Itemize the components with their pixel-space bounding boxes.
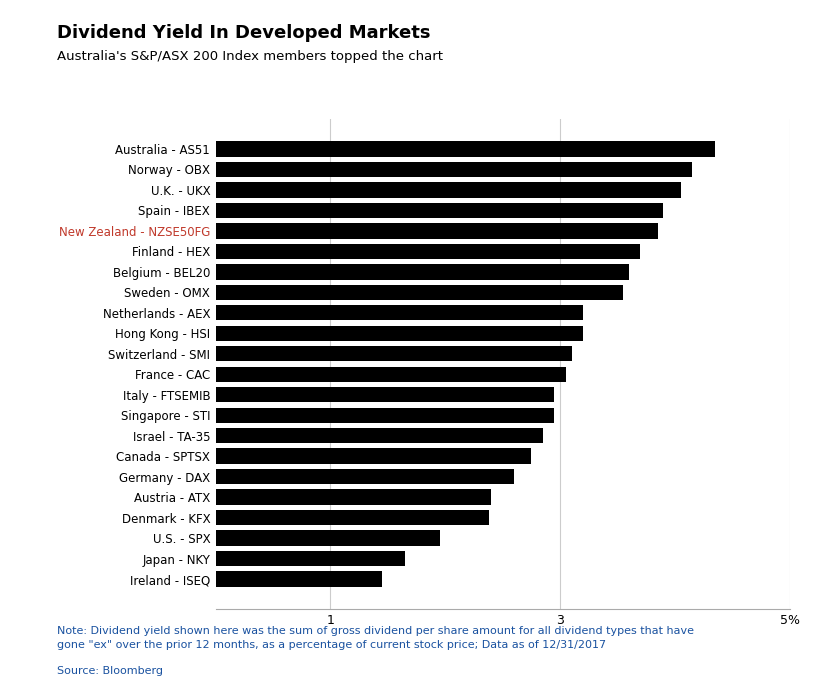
Bar <box>216 449 532 464</box>
Bar <box>216 264 629 279</box>
Bar <box>216 531 440 546</box>
Text: Dividend Yield In Developed Markets: Dividend Yield In Developed Markets <box>57 25 431 43</box>
Bar <box>216 346 571 361</box>
Text: Australia's S&P/ASX 200 Index members topped the chart: Australia's S&P/ASX 200 Index members to… <box>57 50 443 64</box>
Bar <box>216 162 692 177</box>
Bar <box>216 182 681 197</box>
Bar <box>216 326 583 341</box>
Bar <box>216 305 583 321</box>
Bar <box>216 489 491 505</box>
Bar <box>216 407 554 423</box>
Bar <box>216 223 658 239</box>
Bar <box>216 510 489 525</box>
Text: Note: Dividend yield shown here was the sum of gross dividend per share amount f: Note: Dividend yield shown here was the … <box>57 626 694 650</box>
Bar <box>216 551 405 566</box>
Bar <box>216 203 663 218</box>
Bar <box>216 469 514 484</box>
Bar <box>216 571 382 587</box>
Text: Source: Bloomberg: Source: Bloomberg <box>57 666 163 676</box>
Bar <box>216 428 543 443</box>
Bar <box>216 285 624 300</box>
Bar <box>216 244 641 259</box>
Bar <box>216 367 566 382</box>
Bar <box>216 387 554 402</box>
Bar <box>216 141 715 157</box>
